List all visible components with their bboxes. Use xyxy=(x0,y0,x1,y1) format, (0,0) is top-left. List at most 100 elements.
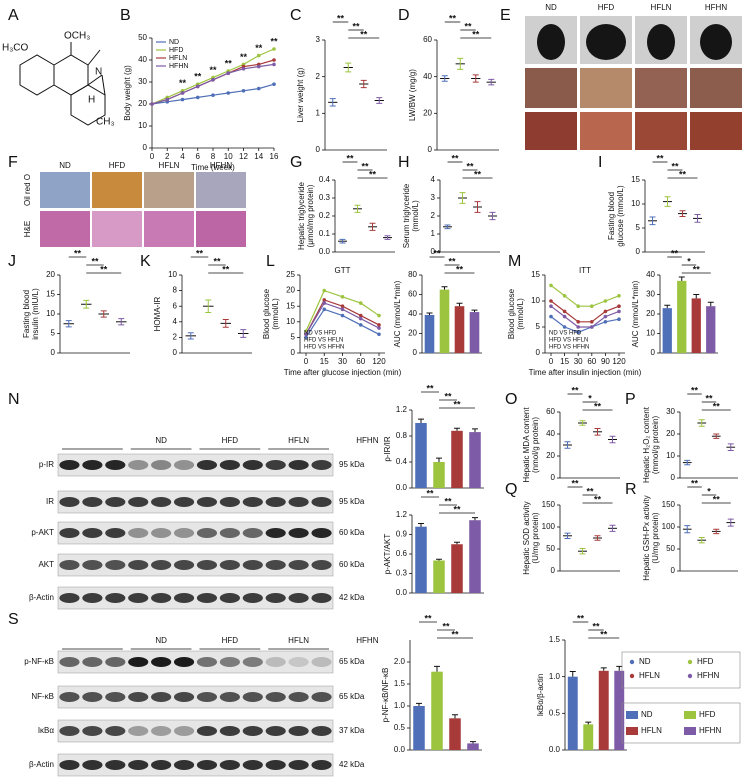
bar xyxy=(415,423,427,488)
group-header: ND xyxy=(59,161,71,170)
he-image xyxy=(144,211,194,247)
point xyxy=(377,313,381,318)
point xyxy=(256,53,261,58)
y-tick-label: 50 xyxy=(546,544,555,553)
point xyxy=(226,91,231,95)
significance-label: ** xyxy=(571,478,579,488)
comparison-label: HFD VS HFHN xyxy=(549,345,589,351)
error-bar xyxy=(693,294,700,299)
point xyxy=(256,86,261,91)
oil-red-image xyxy=(144,172,194,208)
error-bar xyxy=(600,667,607,671)
error-bar xyxy=(664,196,671,207)
significance-label: * xyxy=(687,256,691,266)
blot-band xyxy=(265,528,286,538)
structure xyxy=(19,42,106,126)
blot-strip xyxy=(57,521,334,545)
oil-red-image xyxy=(92,172,142,208)
x-tick-label: 15 xyxy=(560,357,569,366)
error-bar xyxy=(472,74,479,83)
y-tick-label: 10 xyxy=(531,296,540,305)
y-axis-title: p-IR/IR xyxy=(383,436,392,462)
blot-band xyxy=(59,560,80,570)
error-bar xyxy=(569,671,576,677)
blot-strip xyxy=(57,490,334,514)
y-axis-title: AUC (mmol/L*min) xyxy=(393,280,402,347)
error-bar xyxy=(472,428,478,433)
error-bar xyxy=(436,457,442,462)
error-bar xyxy=(564,441,571,449)
significance-label: ** xyxy=(464,21,472,31)
legend-label: HFD xyxy=(169,47,183,54)
significance-label: ** xyxy=(456,264,464,274)
point xyxy=(340,313,345,318)
bar xyxy=(451,544,463,593)
error-bar xyxy=(489,211,496,221)
point xyxy=(549,283,553,288)
point xyxy=(590,325,594,329)
blot-band xyxy=(151,460,172,470)
legend-label: ND xyxy=(641,710,653,719)
legend-swatch xyxy=(626,727,638,735)
point xyxy=(272,62,276,67)
y-axis-title: p-AKT/AKT xyxy=(383,534,392,575)
y-axis-title: Blood glucose xyxy=(507,288,516,339)
bar xyxy=(469,432,481,488)
y-tick-label: 0.0 xyxy=(396,483,408,492)
y-tick-label: 1.2 xyxy=(396,405,408,414)
significance-label: ** xyxy=(691,385,699,395)
blot-band xyxy=(219,528,240,538)
y-tick-label: 0.3 xyxy=(319,193,331,202)
blot-band xyxy=(219,460,240,470)
blot-band xyxy=(128,657,149,667)
y-axis-title: HOMA-IR xyxy=(153,296,162,331)
bar xyxy=(691,298,701,353)
y-axis-title: Hepatic MDA content xyxy=(522,407,531,483)
y-axis-title: (mmol/L) xyxy=(411,200,420,232)
x-tick-label: 10 xyxy=(224,152,233,161)
y-axis-title: Liver weight (g) xyxy=(296,67,305,122)
error-bar xyxy=(579,548,586,555)
blot-band xyxy=(288,657,309,667)
blot-label: p-AKT xyxy=(31,528,54,537)
y-tick-label: 0 xyxy=(173,348,178,357)
y-tick-label: 10 xyxy=(631,199,640,208)
error-bar xyxy=(684,525,691,534)
point xyxy=(358,313,363,318)
y-axis-title: Hepatic triglyceride xyxy=(297,181,306,250)
y-tick-label: 6 xyxy=(173,301,178,310)
bar xyxy=(469,520,481,593)
legend-label: HFLN xyxy=(169,55,187,62)
point xyxy=(195,84,200,89)
error-bar xyxy=(470,741,476,744)
blot-band xyxy=(242,460,263,470)
group-header: ND xyxy=(545,3,557,12)
bar xyxy=(662,308,672,353)
error-bar xyxy=(727,518,734,527)
y-tick-label: 20 xyxy=(546,451,555,460)
series-line xyxy=(550,316,620,333)
group-header: HFD xyxy=(109,161,126,170)
panel-letter: B xyxy=(120,7,131,24)
bar xyxy=(433,462,445,488)
y-tick-label: 10 xyxy=(46,309,55,318)
y-axis-title: IκBα/β-actin xyxy=(536,674,545,717)
group-header: HFD xyxy=(222,636,239,645)
blot-band xyxy=(242,528,263,538)
blot-label: β-Actin xyxy=(29,593,54,602)
comparison-label: HFD VS HFLN xyxy=(304,338,343,344)
error-bar xyxy=(694,214,701,223)
error-bar xyxy=(418,418,424,423)
legend-dot xyxy=(687,673,693,679)
point xyxy=(576,304,580,309)
y-tick-label: 0 xyxy=(316,145,321,154)
group-header: HFHN xyxy=(705,3,727,12)
legend-label: HFD xyxy=(699,710,716,719)
point xyxy=(603,299,608,303)
y-tick-label: 20 xyxy=(46,270,55,279)
group-header: HFLN xyxy=(288,636,309,645)
y-tick-label: 40 xyxy=(646,270,655,279)
x-tick-label: 120 xyxy=(612,357,626,366)
legend-label: HFLN xyxy=(641,726,662,735)
panel-letter: J xyxy=(8,253,16,270)
